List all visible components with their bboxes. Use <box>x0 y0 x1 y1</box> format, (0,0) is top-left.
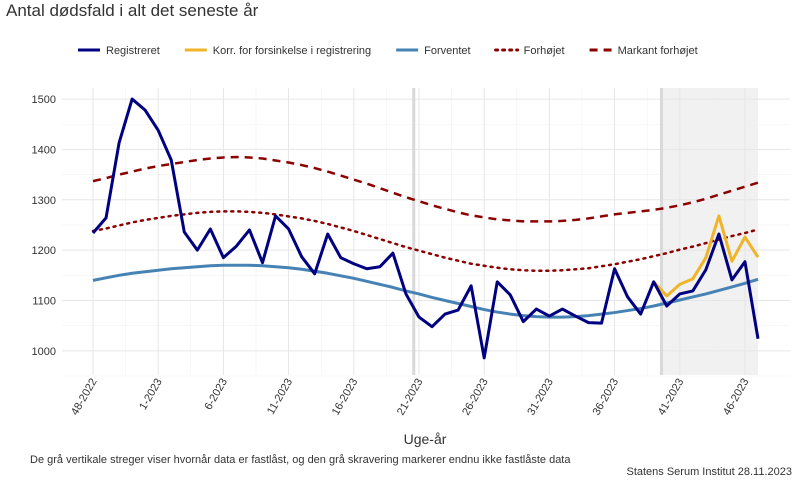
x-tick-label: 41-2023 <box>656 377 687 418</box>
series-line <box>91 97 760 360</box>
source: Statens Serum Institut 28.11.2023 <box>626 466 792 478</box>
y-tick-label: 1300 <box>32 195 56 207</box>
x-tick-label: 48-2022 <box>69 377 100 418</box>
legend-label: Registreret <box>106 45 160 57</box>
chart-title: Antal dødsfald i alt det seneste år <box>6 1 259 20</box>
legend-label: Forventet <box>424 45 470 57</box>
x-tick-label: 21-2023 <box>395 377 426 418</box>
series-line <box>92 263 759 319</box>
x-tick-label: 46-2023 <box>721 377 752 418</box>
y-tick-label: 1200 <box>32 245 56 257</box>
x-tick-label: 16-2023 <box>330 377 361 418</box>
x-tick-label: 11-2023 <box>265 377 295 417</box>
x-tick-label: 1-2023 <box>137 377 165 413</box>
legend-label: Markant forhøjet <box>618 45 698 57</box>
series-line <box>652 214 760 298</box>
x-tick-label: 6-2023 <box>202 377 230 413</box>
x-tick-label: 31-2023 <box>525 377 556 418</box>
y-tick-label: 1500 <box>32 94 56 106</box>
series-line <box>92 155 759 223</box>
legend-label: Forhøjet <box>524 45 565 57</box>
y-tick-label: 1100 <box>32 295 56 307</box>
series-line <box>91 210 760 273</box>
x-tick-label: 26-2023 <box>460 377 491 418</box>
note: De grå vertikale streger viser hvornår d… <box>30 454 571 466</box>
x-axis-label: Uge-år <box>404 431 447 447</box>
y-tick-label: 1000 <box>32 346 56 358</box>
unlocked-shading <box>661 88 758 375</box>
legend-label: Korr. for forsinkelse i registrering <box>213 45 371 57</box>
y-tick-label: 1400 <box>32 144 56 156</box>
x-tick-label: 36-2023 <box>591 377 622 418</box>
